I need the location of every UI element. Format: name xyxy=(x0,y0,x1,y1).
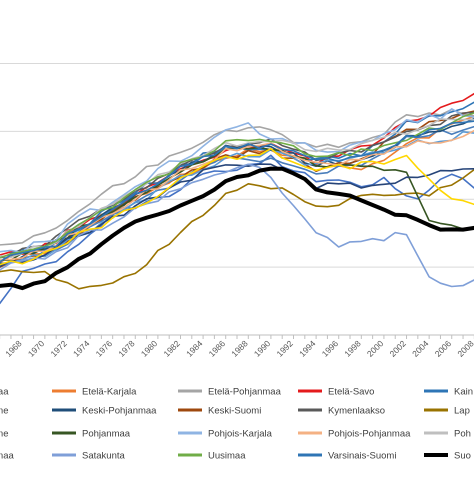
legend-label: Lap xyxy=(454,406,470,417)
x-tick-label: 1968 xyxy=(3,338,24,359)
x-tick-labels: 1968 1970 1972 1974 1976 1978 1980 1982 1984 1986… xyxy=(3,338,474,359)
series-line-18 xyxy=(0,120,474,263)
x-axis xyxy=(0,334,474,339)
legend-label: äme xyxy=(0,429,8,440)
legend-label: Varsinais-Suomi xyxy=(328,451,396,462)
x-tick-label: 1974 xyxy=(71,338,92,359)
legend-label: Poh xyxy=(454,429,471,440)
x-tick-label: 1984 xyxy=(184,338,205,359)
series-line-0 xyxy=(0,154,474,305)
x-tick-label: 1996 xyxy=(320,338,341,359)
x-tick-label: 1980 xyxy=(139,338,160,359)
series-line-14 xyxy=(0,118,474,259)
x-tick-label: 1982 xyxy=(161,338,182,359)
series-line-17 xyxy=(0,112,474,259)
x-tick-label: 1994 xyxy=(297,338,318,359)
x-tick-label: 1986 xyxy=(207,338,228,359)
legend-label: Pohjanmaa xyxy=(82,429,131,440)
series-line-20 xyxy=(0,166,474,291)
x-tick-label: 2000 xyxy=(365,338,386,359)
legend-label: Keski-Pohjanmaa xyxy=(82,406,157,417)
x-tick-label: 1988 xyxy=(229,338,250,359)
x-tick-label: 1990 xyxy=(252,338,273,359)
legend-label: Satakunta xyxy=(82,451,125,462)
series-line-9 xyxy=(0,168,474,290)
series-line-19 xyxy=(0,147,474,266)
series-line-2 xyxy=(0,108,474,246)
legend-label: Suo xyxy=(454,451,471,462)
x-tick-label: 1992 xyxy=(274,338,295,359)
x-tick-label: 2004 xyxy=(410,338,431,359)
legend-label: maa xyxy=(0,387,9,398)
legend-label: Kain xyxy=(454,387,473,398)
legend-label: Etelä-Savo xyxy=(328,387,374,398)
legend-label: Keski-Suomi xyxy=(208,406,261,417)
series-line-12 xyxy=(0,108,474,254)
x-tick-label: 1978 xyxy=(116,338,137,359)
legend-label: Pohjois-Karjala xyxy=(208,429,273,440)
legend-label: Kymenlaakso xyxy=(328,406,385,417)
x-tick-label: 2002 xyxy=(387,338,408,359)
legend-label: Pohjois-Pohjanmaa xyxy=(328,429,411,440)
series-lines xyxy=(0,92,474,305)
x-tick-label: 2006 xyxy=(433,338,454,359)
x-tick-label: 1976 xyxy=(94,338,115,359)
legend-label: nmaa xyxy=(0,451,14,462)
x-tick-label: 2008 xyxy=(455,338,474,359)
legend-label: Etelä-Karjala xyxy=(82,387,137,398)
x-tick-label: 1998 xyxy=(342,338,363,359)
legend-label: äme xyxy=(0,406,8,417)
series-line-16 xyxy=(0,163,474,288)
x-tick-label: 1972 xyxy=(48,338,69,359)
x-tick-label: 1970 xyxy=(26,338,47,359)
legend-label: Etelä-Pohjanmaa xyxy=(208,387,282,398)
legend: maa Etelä-Karjala Etelä-Pohjanmaa Etelä-Sav… xyxy=(0,387,473,462)
legend-label: Uusimaa xyxy=(208,451,246,462)
